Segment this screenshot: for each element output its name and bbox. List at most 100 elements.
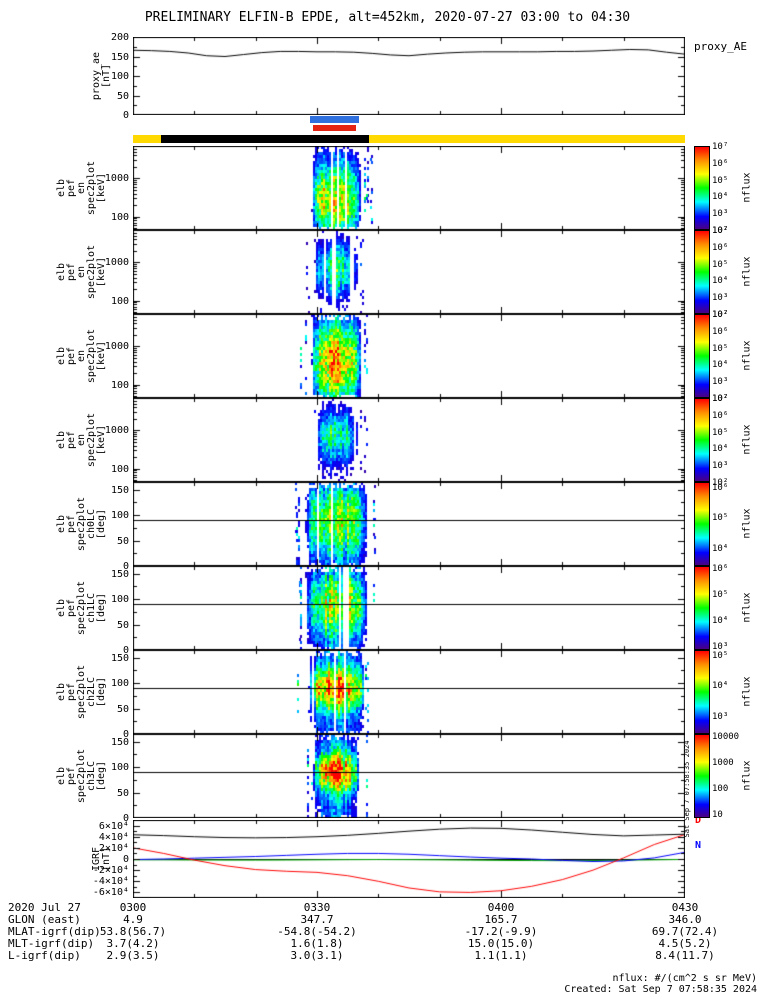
colorbar-tick-label: 10⁷ — [712, 226, 729, 236]
panel-igrf — [133, 820, 685, 898]
y-tick-label: 150 — [110, 52, 129, 63]
mlt-value: 3.7(4.2) — [106, 937, 160, 950]
y-tick-label: 50 — [116, 704, 129, 715]
lshell-row: L-igrf(dip) 2.9(3.5) 3.0(3.1) 1.1(1.1) 8… — [0, 950, 775, 962]
colorbar-tick-label: 100 — [712, 784, 729, 794]
colorbar-ch2lc — [694, 650, 710, 734]
colorbar-tick-label: 10⁶ — [712, 243, 729, 253]
panel-en_spec_a — [133, 146, 685, 230]
y-tick-label: 50 — [116, 620, 129, 631]
mlat-value: 53.8(56.7) — [99, 925, 167, 938]
colorbar-title: nflux — [741, 424, 753, 455]
colorbar-tick-label: 10³ — [712, 209, 729, 219]
y-tick-label: 0 — [122, 729, 129, 740]
colorbar-tick-label: 10⁶ — [712, 564, 729, 574]
colorbar-tick-label: 10⁵ — [712, 651, 729, 661]
colorbar-tick-label: 10³ — [712, 712, 729, 722]
panel-ch3lc — [133, 734, 685, 818]
axis-label-igrf: IGRF [nT] — [91, 846, 112, 872]
glon-value: 346.0 — [668, 913, 702, 926]
y-tick-label: 0 — [122, 645, 129, 656]
x-tick-label: 0300 — [119, 901, 147, 914]
y-tick-label: 100 — [110, 71, 129, 82]
y-tick-label: -2×10⁴ — [92, 865, 129, 876]
status-bar-red — [312, 125, 356, 131]
y-tick-label: 1000 — [104, 425, 129, 436]
colorbar-tick-label: 10⁴ — [712, 681, 729, 691]
colorbar-tick-label: 10⁴ — [712, 360, 729, 370]
igrf-legend-n: N — [695, 840, 702, 851]
colorbar-tick-label: 10⁵ — [712, 260, 729, 270]
colorbar-tick-label: 10⁴ — [712, 616, 729, 626]
colorbar-tick-label: 10⁶ — [712, 411, 729, 421]
y-tick-label: 2×10⁴ — [98, 843, 129, 854]
panel-ch2lc — [133, 650, 685, 734]
date-label: 2020 Jul 27 — [8, 901, 81, 914]
lshell-value: 2.9(3.5) — [106, 949, 160, 962]
colorbar-tick-label: 10³ — [712, 461, 729, 471]
colorbar-title: nflux — [741, 592, 753, 623]
y-tick-label: 100 — [110, 212, 129, 223]
colorbar-tick-label: 10⁵ — [712, 176, 729, 186]
y-tick-label: 100 — [110, 510, 129, 521]
y-tick-label: 50 — [116, 91, 129, 102]
y-tick-label: 4×10⁴ — [98, 832, 129, 843]
panel-en_spec_d — [133, 398, 685, 482]
y-tick-label: 150 — [110, 485, 129, 496]
y-tick-label: 50 — [116, 536, 129, 547]
mlat-label: MLAT-igrf(dip) — [8, 925, 101, 938]
colorbar-tick-label: 10⁶ — [712, 327, 729, 337]
lshell-label: L-igrf(dip) — [8, 949, 81, 962]
lshell-value: 8.4(11.7) — [655, 949, 715, 962]
mlt-value: 4.5(5.2) — [658, 937, 712, 950]
mlt-row: MLT-igrf(dip) 3.7(4.2) 1.6(1.8) 15.0(15.… — [0, 938, 775, 950]
colorbar-tick-label: 10⁴ — [712, 544, 729, 554]
y-tick-label: -6×10⁴ — [92, 887, 129, 898]
colorbar-tick-label: 10⁷ — [712, 142, 729, 152]
colorbar-tick-label: 10² — [712, 394, 729, 404]
proxy-ae-right-label: proxy_AE — [694, 40, 747, 53]
colorbar-tick-label: 10⁵ — [712, 513, 729, 523]
colorbar-tick-label: 10⁵ — [712, 344, 729, 354]
panel-en_spec_c — [133, 314, 685, 398]
axis-label-proxy_ae: proxy_ae [nT] — [91, 51, 112, 101]
mlat-value: -17.2(-9.9) — [464, 925, 538, 938]
colorbar-ch0lc — [694, 482, 710, 566]
y-tick-label: 100 — [110, 380, 129, 391]
y-tick-label: 0 — [122, 561, 129, 572]
y-tick-label: 0 — [122, 854, 129, 865]
y-tick-label: 1000 — [104, 257, 129, 268]
x-tick-label: 0400 — [487, 901, 515, 914]
y-tick-label: 1000 — [104, 341, 129, 352]
y-tick-label: 150 — [110, 569, 129, 580]
y-tick-label: 100 — [110, 296, 129, 307]
mlt-value: 15.0(15.0) — [467, 937, 535, 950]
y-tick-label: -4×10⁴ — [92, 876, 129, 887]
glon-value: 347.7 — [300, 913, 334, 926]
colorbar-tick-label: 10⁴ — [712, 276, 729, 286]
colorbar-tick-label: 10⁶ — [712, 483, 729, 493]
status-bar-blue — [309, 116, 359, 123]
y-tick-label: 1000 — [104, 173, 129, 184]
colorbar-en_spec_a — [694, 146, 710, 230]
nflux-units: nflux: #/(cm^2 s sr MeV) — [612, 973, 758, 984]
colorbar-tick-label: 10⁴ — [712, 192, 729, 202]
colorbar-en_spec_c — [694, 314, 710, 398]
panel-ch1lc — [133, 566, 685, 650]
colorbar-tick-label: 10³ — [712, 377, 729, 387]
footer: nflux: #/(cm^2 s sr MeV) Created: Sat Se… — [564, 973, 757, 995]
colorbar-tick-label: 10² — [712, 310, 729, 320]
colorbar-title: nflux — [741, 760, 753, 791]
colorbar-tick-label: 10 — [712, 810, 723, 820]
y-tick-label: 50 — [116, 788, 129, 799]
mlat-value: 69.7(72.4) — [651, 925, 719, 938]
colorbar-tick-label: 10000 — [712, 732, 740, 742]
y-tick-label: 150 — [110, 737, 129, 748]
colorbar-title: nflux — [741, 676, 753, 707]
colorbar-tick-label: 10⁷ — [712, 310, 729, 320]
y-tick-label: 100 — [110, 464, 129, 475]
lshell-value: 3.0(3.1) — [290, 949, 344, 962]
colorbar-tick-label: 10⁶ — [712, 159, 729, 169]
panel-en_spec_b — [133, 230, 685, 314]
